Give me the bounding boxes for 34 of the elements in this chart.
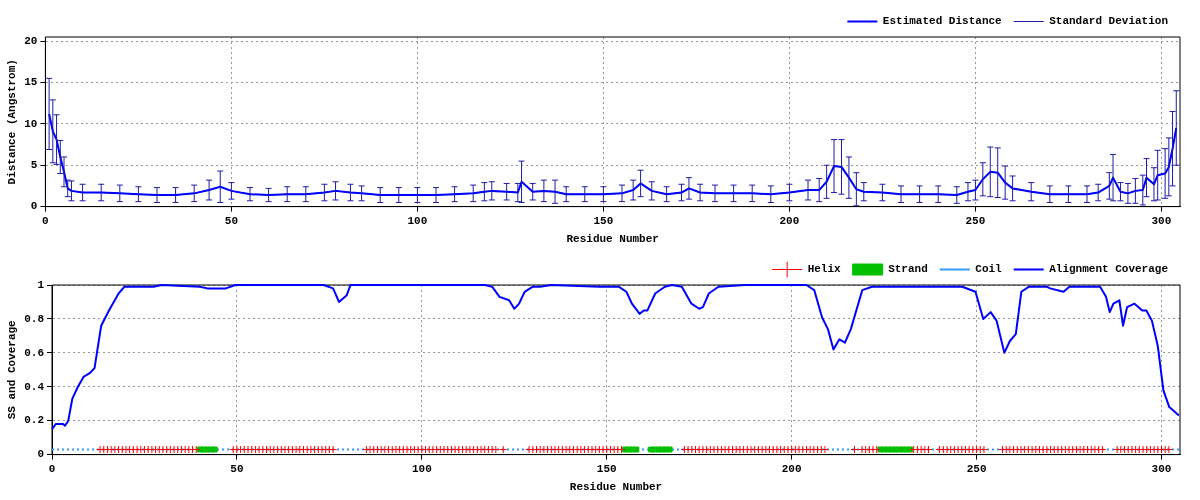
x-tick-label: 100 bbox=[411, 462, 432, 475]
y-tick-label: 0.2 bbox=[24, 414, 44, 427]
y-tick-label: 20 bbox=[24, 34, 38, 47]
x-tick-label: 300 bbox=[1151, 462, 1172, 475]
y-tick-label: 0 bbox=[30, 200, 38, 213]
y-tick-label: 15 bbox=[24, 76, 38, 89]
y-tick-label: 0.6 bbox=[24, 346, 44, 359]
x-axis-title: Residue Number bbox=[566, 233, 659, 246]
y-tick-label: 5 bbox=[30, 159, 38, 171]
y-tick-label: 0 bbox=[37, 448, 44, 461]
x-tick-label: 150 bbox=[593, 214, 614, 227]
x-tick-label: 300 bbox=[1151, 214, 1172, 227]
x-tick-label: 50 bbox=[224, 214, 238, 227]
x-axis-title: Residue Number bbox=[569, 481, 663, 494]
x-tick-label: 200 bbox=[781, 462, 802, 475]
legend-label: Helix bbox=[807, 263, 842, 276]
x-tick-label: 250 bbox=[966, 462, 987, 475]
y-axis-title: Distance (Angstrom) bbox=[6, 59, 19, 185]
x-tick-label: 0 bbox=[48, 462, 56, 475]
x-tick-label: 250 bbox=[965, 214, 986, 227]
y-tick-label: 0.4 bbox=[24, 380, 45, 393]
legend-label: Estimated Distance bbox=[882, 15, 1003, 28]
x-tick-label: 100 bbox=[407, 214, 428, 227]
x-tick-label: 50 bbox=[230, 462, 244, 475]
y-axis-title: SS and Coverage bbox=[6, 319, 19, 420]
legend-label: Coil bbox=[975, 263, 1003, 276]
x-tick-label: 150 bbox=[596, 462, 617, 475]
y-tick-label: 1 bbox=[37, 278, 45, 291]
y-tick-label: 10 bbox=[24, 117, 38, 130]
legend-label: Alignment Coverage bbox=[1049, 263, 1169, 276]
x-tick-label: 200 bbox=[779, 214, 800, 227]
legend-label: Strand bbox=[888, 263, 928, 276]
legend-label: Standard Deviation bbox=[1049, 15, 1169, 28]
y-tick-label: 0.8 bbox=[24, 312, 45, 325]
